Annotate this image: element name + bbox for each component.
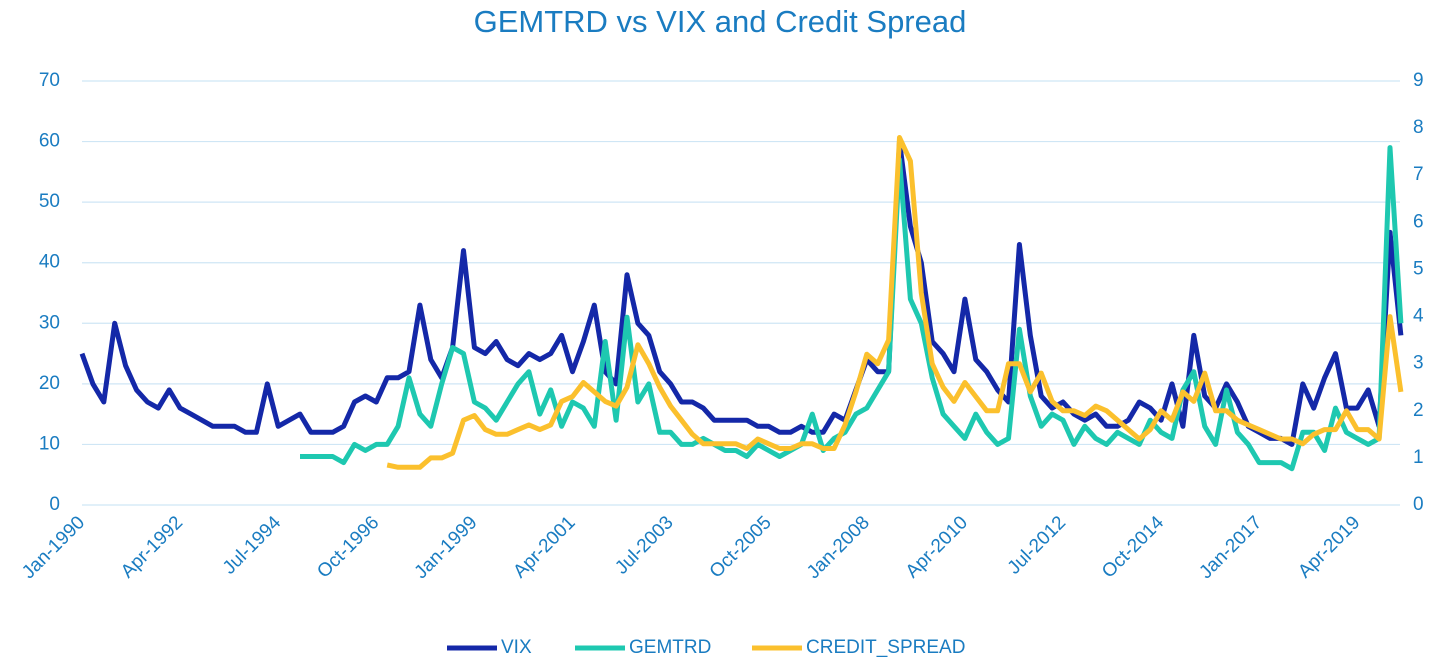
y2-tick-label: 1 xyxy=(1413,447,1424,468)
legend-label: VIX xyxy=(501,637,532,658)
x-tick-label: Jul-2012 xyxy=(1004,512,1070,578)
y-tick-label: 60 xyxy=(39,131,60,152)
x-tick-label: Apr-2001 xyxy=(509,512,579,582)
y-tick-label: 50 xyxy=(39,191,60,212)
x-tick-label: Apr-1992 xyxy=(117,512,187,582)
x-tick-label: Jul-1994 xyxy=(219,512,286,579)
x-tick-label: Oct-1996 xyxy=(313,512,383,582)
series-line xyxy=(79,139,1404,447)
y2-tick-label: 8 xyxy=(1413,117,1424,138)
series-line xyxy=(300,145,1404,472)
legend-label: GEMTRD xyxy=(629,637,711,658)
y-tick-label: 20 xyxy=(39,373,60,394)
y2-tick-label: 9 xyxy=(1413,70,1424,91)
x-tick-label: Jan-1999 xyxy=(411,512,482,583)
y2-tick-label: 2 xyxy=(1413,400,1424,421)
y2-tick-label: 5 xyxy=(1413,258,1424,279)
y2-tick-label: 4 xyxy=(1413,306,1424,327)
x-tick-label: Jul-2003 xyxy=(611,512,677,578)
y-tick-label: 70 xyxy=(39,70,60,91)
x-tick-label: Oct-2005 xyxy=(706,512,776,582)
y-tick-label: 30 xyxy=(39,312,60,333)
x-tick-label: Jan-2008 xyxy=(803,512,874,583)
x-tick-label: Apr-2010 xyxy=(902,512,972,582)
x-tick-label: Apr-2019 xyxy=(1294,512,1364,582)
y-tick-label: 0 xyxy=(49,494,60,515)
y2-tick-label: 7 xyxy=(1413,164,1424,185)
legend-label: CREDIT_SPREAD xyxy=(806,637,965,658)
series-line xyxy=(386,135,1404,470)
x-tick-label: Jan-2017 xyxy=(1195,512,1266,583)
chart-title: GEMTRD vs VIX and Credit Spread xyxy=(474,4,967,39)
x-tick-label: Jan-1990 xyxy=(18,512,89,583)
y2-tick-label: 0 xyxy=(1413,494,1424,515)
y-tick-label: 40 xyxy=(39,252,60,273)
y2-tick-label: 6 xyxy=(1413,211,1424,232)
y2-tick-label: 3 xyxy=(1413,353,1424,374)
y-tick-label: 10 xyxy=(39,433,60,454)
x-tick-label: Oct-2014 xyxy=(1098,512,1168,582)
